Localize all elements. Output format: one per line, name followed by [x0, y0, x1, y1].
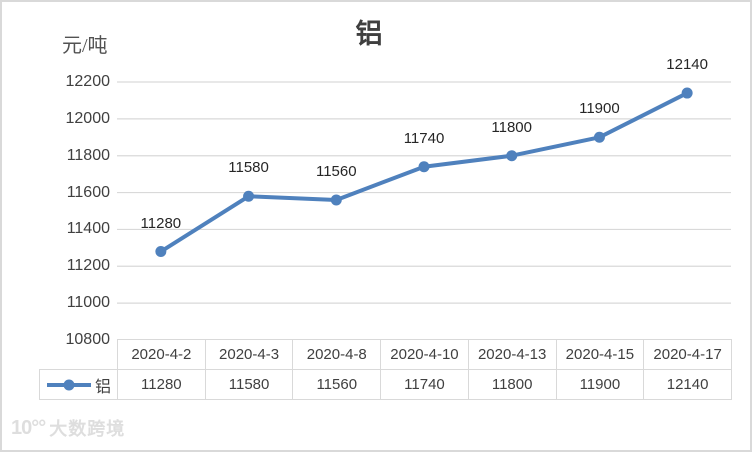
y-axis-tick-label: 11600 [66, 183, 110, 201]
y-axis-tick-label: 12200 [65, 73, 111, 90]
table-cell-value: 11280 [117, 369, 206, 400]
legend-series-name: 铝 [94, 378, 111, 396]
watermark: 10°° 大数跨境 [11, 415, 125, 441]
table-header-date: 2020-4-13 [467, 339, 557, 370]
series-point-marker [681, 87, 693, 99]
legend-cell: 铝 [39, 369, 118, 400]
watermark-text: 大数跨境 [49, 419, 126, 439]
y-axis-tick-label: 11800 [66, 146, 110, 164]
data-label: 11580 [228, 159, 269, 177]
data-label: 12140 [666, 56, 708, 74]
y-axis-tick-label: 11200 [66, 257, 110, 275]
table-corner-cell [40, 340, 118, 370]
data-label: 11800 [491, 118, 532, 136]
y-axis-unit-label: 元/吨 [62, 35, 108, 57]
watermark-logo-icon: 10°° [11, 416, 46, 439]
table-cell-value: 11560 [292, 369, 382, 400]
table-cell-value: 12140 [643, 369, 732, 400]
y-axis-tick-label: 12000 [65, 109, 111, 127]
table-header-date: 2020-4-3 [204, 339, 294, 370]
table-cell-value: 11580 [204, 369, 294, 400]
y-axis-tick-label: 11000 [66, 294, 110, 312]
chart-title: 铝 [355, 19, 383, 49]
series-legend-marker-icon [46, 379, 91, 390]
series-point-marker [418, 161, 430, 173]
table-header-date: 2020-4-10 [380, 339, 469, 370]
table-cell-value: 11800 [467, 369, 557, 400]
table-header-date: 2020-4-15 [555, 339, 645, 370]
data-label: 11740 [403, 129, 445, 147]
data-label: 11560 [315, 162, 357, 180]
data-label: 11280 [140, 214, 182, 232]
series-point-marker [593, 131, 605, 143]
table-cell-value: 11900 [555, 369, 645, 400]
y-axis-tick-label: 10800 [65, 331, 111, 348]
y-axis-tick-label: 11400 [66, 220, 110, 238]
data-label: 11900 [579, 100, 620, 118]
series-point-marker [155, 246, 167, 258]
table-header-date: 2020-4-2 [117, 339, 206, 370]
data-table: 2020-4-2 2020-4-3 2020-4-8 2020-4-10 2020-4-… [39, 339, 732, 400]
series-point-marker [506, 150, 518, 162]
table-header-date: 2020-4-8 [292, 339, 382, 370]
table-header-date: 2020-4-17 [643, 339, 732, 370]
series-point-marker [330, 194, 342, 206]
series-point-marker [243, 190, 255, 202]
plot-area [117, 81, 731, 304]
table-cell-value: 11740 [380, 369, 469, 400]
